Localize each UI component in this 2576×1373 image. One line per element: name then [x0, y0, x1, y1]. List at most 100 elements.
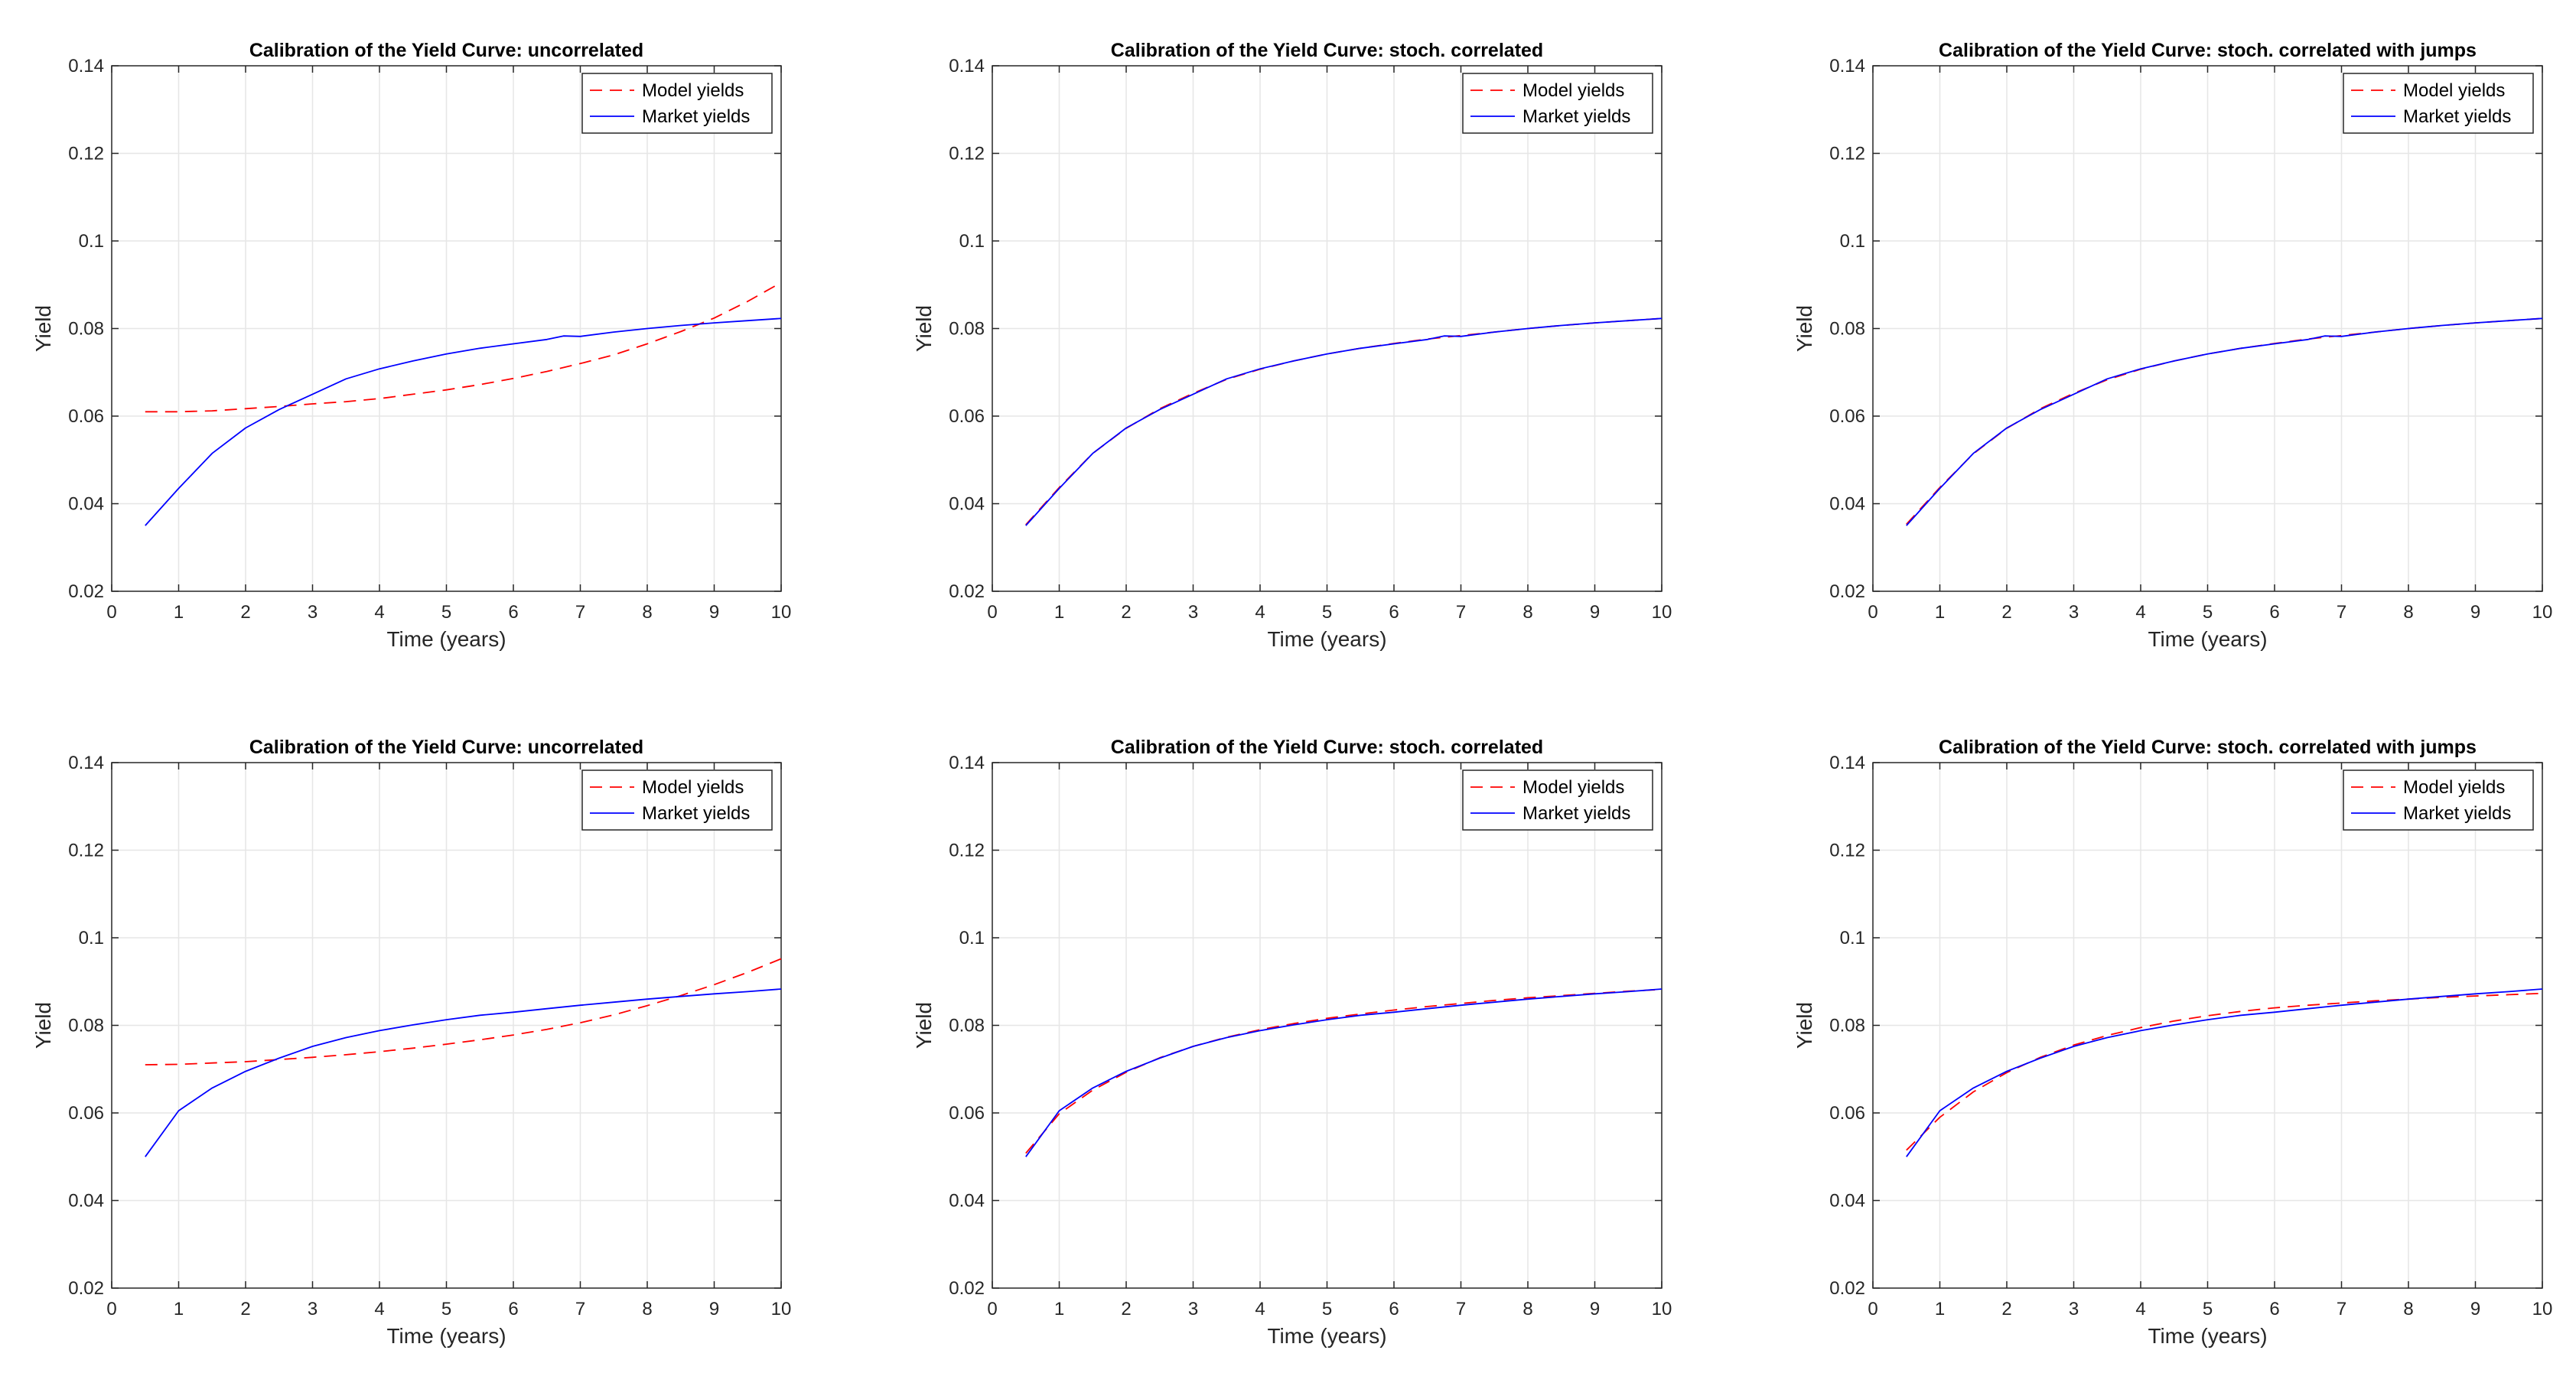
x-tick-label: 4 [1255, 1299, 1265, 1319]
x-tick-label: 5 [441, 1299, 451, 1319]
y-tick-label: 0.12 [1829, 144, 1865, 164]
y-tick-label: 0.1 [79, 928, 104, 948]
legend: Model yields Market yields [1462, 73, 1653, 134]
y-tick-label: 0.04 [68, 494, 104, 515]
x-tick-label: 2 [1121, 602, 1131, 623]
x-axis-label: Time (years) [2148, 627, 2267, 651]
legend-label: Model yields [642, 80, 744, 101]
y-tick-label: 0.1 [959, 231, 985, 252]
y-tick-label: 0.08 [1829, 319, 1865, 340]
y-tick-label: 0.14 [68, 56, 104, 76]
model-yields-line [145, 958, 782, 1066]
legend-label: Market yields [2403, 106, 2511, 127]
legend-box [2343, 769, 2534, 831]
legend-label: Model yields [2403, 777, 2505, 798]
legend: Model yields Market yields [581, 73, 773, 134]
x-tick-label: 0 [987, 1299, 997, 1319]
y-tick-label: 0.02 [1829, 581, 1865, 602]
legend-label: Market yields [1522, 106, 1630, 127]
y-tick-label: 0.04 [949, 494, 985, 515]
x-tick-label: 9 [1590, 602, 1600, 623]
y-axis-label: Yield [31, 305, 55, 352]
chart-title: Calibration of the Yield Curve: stoch. c… [1111, 40, 1543, 61]
y-tick-label: 0.02 [68, 581, 104, 602]
legend-label: Model yields [2403, 80, 2505, 101]
x-tick-label: 8 [1522, 602, 1532, 623]
x-tick-label: 6 [508, 1299, 518, 1319]
y-tick-label: 0.04 [68, 1191, 104, 1212]
x-tick-label: 7 [1456, 602, 1466, 623]
x-tick-label: 2 [240, 1299, 250, 1319]
y-axis-label: Yield [1793, 305, 1816, 352]
x-tick-label: 5 [1322, 602, 1332, 623]
x-tick-label: 1 [1054, 1299, 1064, 1319]
x-tick-label: 1 [1935, 1299, 1945, 1319]
y-tick-label: 0.06 [1829, 1103, 1865, 1124]
x-tick-label: 3 [2069, 1299, 2079, 1319]
x-tick-label: 9 [709, 1299, 719, 1319]
legend-label: Market yields [1522, 803, 1630, 824]
y-tick-label: 0.08 [68, 319, 104, 340]
chart-panel-3: 0 1 2 3 4 5 6 7 8 9 10 0.02 0.04 0.06 0.08 0.1 0.12 0.14 C… [1793, 40, 2552, 651]
x-tick-label: 0 [987, 602, 997, 623]
x-tick-label: 1 [174, 602, 184, 623]
legend-label: Market yields [642, 106, 750, 127]
x-tick-label: 7 [575, 602, 585, 623]
x-tick-label: 1 [1054, 602, 1064, 623]
y-tick-label: 0.04 [1829, 1191, 1865, 1212]
x-axis-label: Time (years) [386, 627, 506, 651]
market-yields-line [1025, 988, 1663, 1157]
x-tick-label: 6 [1389, 602, 1399, 623]
x-tick-label: 5 [441, 602, 451, 623]
y-tick-label: 0.08 [1829, 1016, 1865, 1036]
x-tick-label: 6 [1389, 1299, 1399, 1319]
y-tick-label: 0.08 [68, 1016, 104, 1036]
x-tick-label: 7 [2337, 602, 2346, 623]
y-tick-label: 0.1 [1840, 928, 1865, 948]
y-axis-label: Yield [1793, 1002, 1816, 1049]
y-tick-label: 0.06 [68, 1103, 104, 1124]
x-tick-label: 7 [2337, 1299, 2346, 1319]
x-tick-label: 9 [2470, 602, 2480, 623]
x-tick-label: 2 [2001, 602, 2011, 623]
y-tick-label: 0.08 [949, 1016, 985, 1036]
y-tick-label: 0.14 [949, 753, 985, 773]
x-tick-label: 6 [508, 602, 518, 623]
x-tick-label: 10 [771, 602, 792, 623]
x-tick-label: 0 [106, 602, 116, 623]
x-tick-label: 8 [642, 602, 652, 623]
chart-panel-2: 0 1 2 3 4 5 6 7 8 9 10 0.02 0.04 0.06 0.08 0.1 0.12 0.14 C… [912, 40, 1672, 651]
x-tick-label: 8 [2403, 1299, 2413, 1319]
legend: Model yields Market yields [1462, 769, 1653, 831]
y-tick-label: 0.12 [68, 144, 104, 164]
y-tick-label: 0.06 [949, 1103, 985, 1124]
chart-title: Calibration of the Yield Curve: uncorrel… [249, 737, 643, 758]
model-yields-line [145, 281, 782, 413]
legend-label: Model yields [1522, 80, 1624, 101]
y-tick-label: 0.14 [1829, 753, 1865, 773]
chart-panel-5: 0 1 2 3 4 5 6 7 8 9 10 0.02 0.04 0.06 0.08 0.1 0.12 0.14 C… [912, 737, 1672, 1348]
chart-title: Calibration of the Yield Curve: uncorrel… [249, 40, 643, 61]
x-tick-label: 2 [1121, 1299, 1131, 1319]
y-tick-label: 0.12 [68, 841, 104, 861]
x-tick-label: 10 [1652, 1299, 1672, 1319]
x-tick-label: 4 [2135, 602, 2145, 623]
y-tick-label: 0.02 [949, 1278, 985, 1299]
x-tick-label: 6 [2269, 1299, 2279, 1319]
x-tick-label: 4 [1255, 602, 1265, 623]
x-tick-label: 6 [2269, 602, 2279, 623]
x-tick-label: 5 [2203, 602, 2213, 623]
x-tick-label: 0 [106, 1299, 116, 1319]
y-tick-label: 0.14 [68, 753, 104, 773]
x-tick-label: 5 [2203, 1299, 2213, 1319]
market-yields-line [145, 988, 782, 1157]
legend-label: Market yields [2403, 803, 2511, 824]
y-tick-label: 0.02 [949, 581, 985, 602]
legend-box [1462, 73, 1653, 134]
x-tick-label: 4 [374, 602, 384, 623]
y-tick-label: 0.12 [949, 841, 985, 861]
y-tick-label: 0.1 [1840, 231, 1865, 252]
chart-panel-6: 0 1 2 3 4 5 6 7 8 9 10 0.02 0.04 0.06 0.08 0.1 0.12 0.14 C… [1793, 737, 2552, 1348]
market-yields-line [145, 317, 782, 526]
